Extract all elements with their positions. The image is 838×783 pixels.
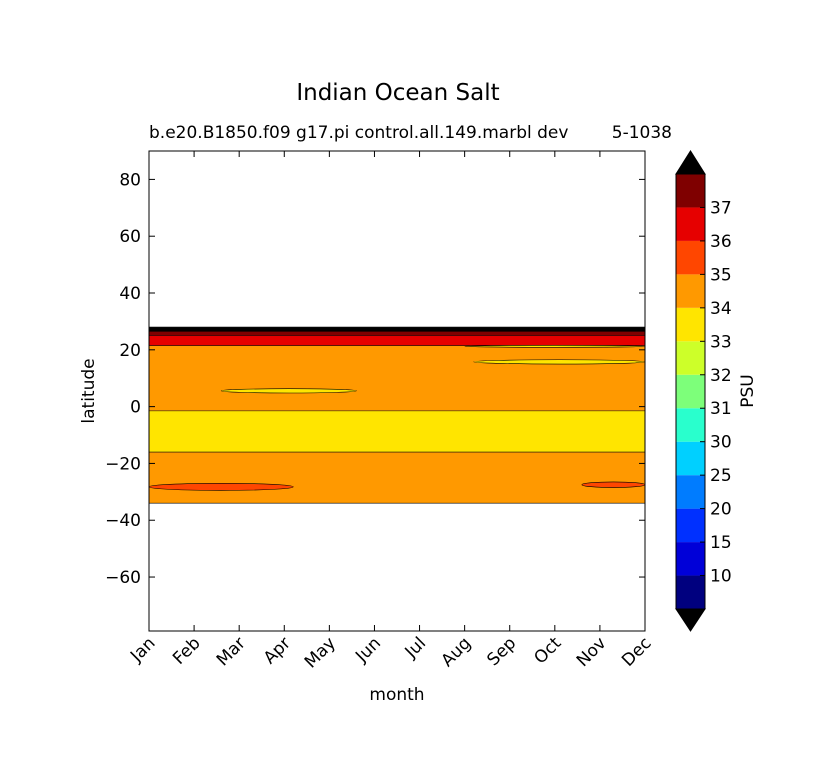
contour-band xyxy=(149,335,645,346)
y-tick-label: 60 xyxy=(119,227,141,247)
y-tick-label: 40 xyxy=(119,284,141,304)
x-tick-label: Feb xyxy=(169,633,204,668)
colorbar-extend-min xyxy=(675,608,706,632)
x-tick-label: Nov xyxy=(573,633,611,671)
colorbar-segment xyxy=(676,374,705,409)
contour-patch xyxy=(220,388,357,394)
x-tick-label: Jul xyxy=(401,633,430,662)
chart-title: Indian Ocean Salt xyxy=(296,80,499,106)
x-tick-label: May xyxy=(301,633,340,672)
colorbar-tick-label: 37 xyxy=(710,198,732,218)
contour-patch xyxy=(581,481,645,488)
colorbar-segment xyxy=(676,441,705,476)
contour-patch xyxy=(149,483,294,491)
colorbar-tick-label: 20 xyxy=(710,500,732,520)
colorbar-segment xyxy=(676,207,705,241)
y-tick-label: −60 xyxy=(105,568,141,588)
x-tick-label: Jan xyxy=(126,633,159,666)
chart-subtitle-right: 5-1038 xyxy=(612,123,672,143)
colorbar-tick-label: 34 xyxy=(710,299,732,319)
colorbar-segment xyxy=(676,575,705,609)
y-tick-label: −40 xyxy=(105,511,141,531)
colorbar-segment xyxy=(676,542,705,576)
colorbar-tick-label: 25 xyxy=(710,466,732,486)
contour-band xyxy=(149,452,645,504)
y-axis-label: latitude xyxy=(79,358,99,423)
x-tick-label: Mar xyxy=(213,633,250,670)
colorbar-extend-max xyxy=(675,150,706,175)
colorbar-segment xyxy=(676,174,705,208)
colorbar-segment xyxy=(676,475,705,509)
colorbar: 10 15 20 25 30 31 32 33 34 35 36 37 xyxy=(675,150,732,632)
x-tick-label: Oct xyxy=(530,633,565,668)
y-tick-label: 20 xyxy=(119,341,141,361)
colorbar-tick-label: 32 xyxy=(710,366,732,386)
x-tick-label: Apr xyxy=(260,633,295,668)
colorbar-segment xyxy=(676,240,705,275)
contour-band xyxy=(149,410,645,453)
colorbar-segment xyxy=(676,408,705,442)
contour-band xyxy=(149,327,645,332)
x-axis-label: month xyxy=(369,685,424,705)
colorbar-label: PSU xyxy=(738,374,758,408)
colorbar-tick-label: 35 xyxy=(710,265,732,285)
colorbar-tick-label: 10 xyxy=(710,567,732,587)
y-tick-label: 0 xyxy=(130,398,141,418)
colorbar-tick-label: 31 xyxy=(710,399,732,419)
x-tick-label: Dec xyxy=(618,633,655,670)
contour-fill-layer xyxy=(149,326,645,504)
contour-band xyxy=(149,331,645,336)
contour-patch xyxy=(464,344,645,348)
colorbar-tick-label: 15 xyxy=(710,533,732,553)
y-tick-label: 80 xyxy=(119,170,141,190)
plot-frame xyxy=(148,150,646,632)
colorbar-tick-label: 30 xyxy=(710,433,732,453)
x-tick-label: Sep xyxy=(483,633,520,670)
contour-patch xyxy=(473,359,645,365)
colorbar-tick-label: 36 xyxy=(710,232,732,252)
colorbar-segment xyxy=(676,274,705,308)
colorbar-frame xyxy=(675,173,706,610)
x-tick-label: Aug xyxy=(438,633,476,671)
chart-subtitle-left: b.e20.B1850.f09 g17.pi control.all.149.m… xyxy=(149,123,568,143)
colorbar-segment xyxy=(676,508,705,543)
colorbar-tick-label: 33 xyxy=(710,332,732,352)
x-tick-label: Jun xyxy=(351,633,385,667)
colorbar-segment xyxy=(676,307,705,342)
contour-band xyxy=(149,345,645,411)
y-tick-label: −20 xyxy=(105,454,141,474)
colorbar-segment xyxy=(676,341,705,375)
